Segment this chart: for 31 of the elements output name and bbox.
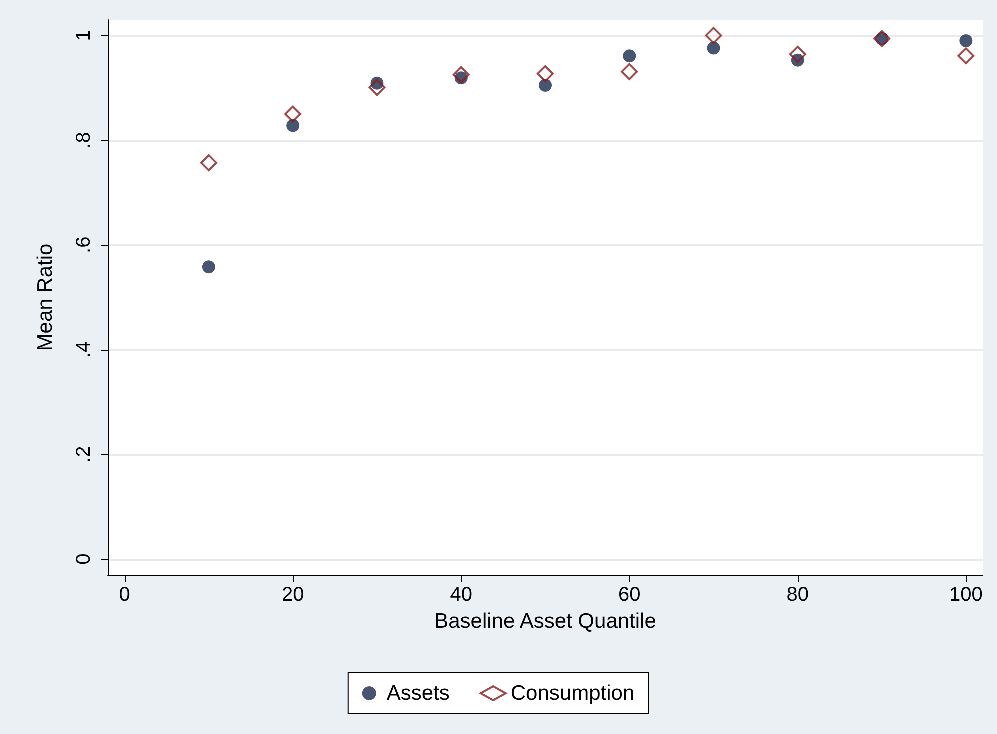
point [284,106,302,123]
point [789,46,806,64]
y-tick-label: 1 [73,30,95,42]
y-tick-label: .8 [73,132,95,149]
point [200,154,218,172]
point [958,48,975,65]
point [707,42,720,55]
legend-label: Consumption [510,682,635,705]
x-tick-label: 80 [786,584,810,606]
x-tick-label: 100 [949,584,983,606]
point [368,79,386,96]
y-tick-label: .2 [73,446,95,463]
point [621,63,638,80]
x-tick-label: 60 [618,584,641,606]
y-tick-label: 0 [73,554,95,565]
point [960,34,973,48]
y-tick-label: .6 [73,236,95,254]
point [705,27,722,44]
y-axis-title: Mean Ratio [34,244,57,352]
x-axis-title: Baseline Asset Quantile [434,610,656,633]
legend-label: Assets [386,682,450,705]
point [539,78,552,92]
point [537,65,554,82]
point [202,260,216,274]
x-tick-label: 20 [282,584,304,606]
y-tick-label: .4 [73,342,95,358]
x-tick-label: 40 [450,584,472,606]
point [286,119,300,132]
point [623,50,636,63]
point [452,66,470,84]
x-tick-label: 0 [119,584,130,606]
